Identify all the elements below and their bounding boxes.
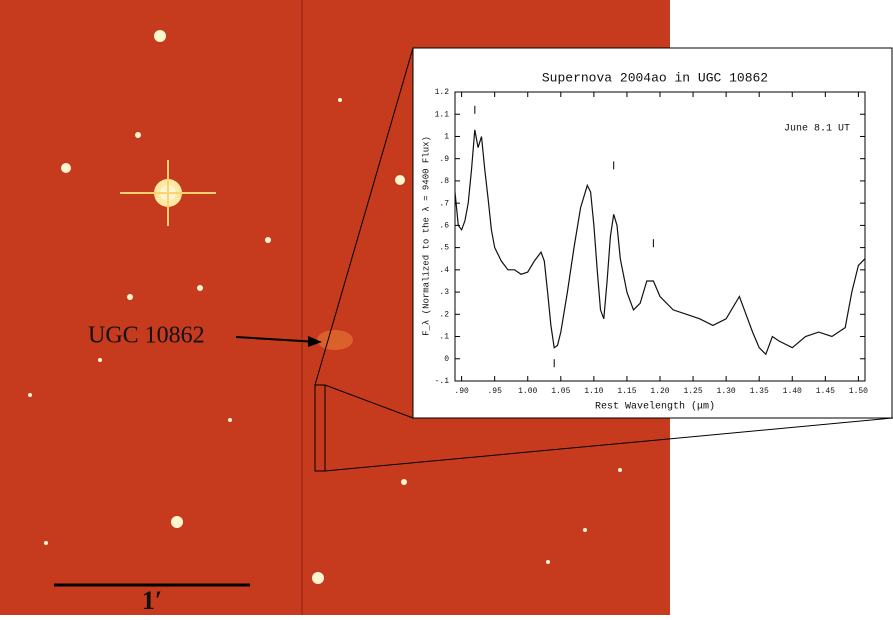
y-axis-label: F_λ (Normalized to the λ = 9400 Flux) <box>421 136 431 336</box>
x-tick-label: 1.25 <box>683 387 702 396</box>
chart-title: Supernova 2004ao in UGC 10862 <box>542 70 768 85</box>
x-tick-label: 1.30 <box>717 387 736 396</box>
x-tick-label: 1.20 <box>650 387 669 396</box>
y-tick-label: 1.2 <box>435 88 450 97</box>
y-tick-label: .1 <box>439 333 449 342</box>
y-tick-label: .7 <box>439 199 449 208</box>
annotation: June 8.1 UT <box>784 124 850 135</box>
x-tick-label: 1.15 <box>617 387 636 396</box>
y-tick-label: -.1 <box>435 377 450 386</box>
y-tick-label: 1 <box>444 133 449 142</box>
x-tick-label: 1.00 <box>518 387 537 396</box>
y-tick-label: .6 <box>439 221 449 230</box>
x-tick-label: 1.35 <box>750 387 769 396</box>
scale-label: 1′ <box>142 586 162 615</box>
y-tick-label: 0 <box>444 355 449 364</box>
y-tick-label: 1.1 <box>435 110 450 119</box>
x-axis-label: Rest Wavelength (μm) <box>595 401 715 413</box>
x-tick-label: 1.45 <box>816 387 835 396</box>
x-tick-label: 1.40 <box>783 387 802 396</box>
x-tick-label: 1.50 <box>849 387 868 396</box>
inset-panel <box>413 48 892 418</box>
y-tick-label: .8 <box>439 177 449 186</box>
figure: UGC 10862 1′ Supernova 2004ao in UGC 108… <box>0 0 893 615</box>
x-tick-label: 1.05 <box>551 387 570 396</box>
y-tick-label: .5 <box>439 244 449 253</box>
y-tick-label: .2 <box>439 310 449 319</box>
galaxy <box>317 330 353 350</box>
y-tick-label: .9 <box>439 155 449 164</box>
y-tick-label: .4 <box>439 266 449 275</box>
y-tick-label: .3 <box>439 288 449 297</box>
x-tick-label: .90 <box>454 387 469 396</box>
x-tick-label: 1.10 <box>584 387 603 396</box>
x-tick-label: .95 <box>487 387 502 396</box>
galaxy-label: UGC 10862 <box>88 323 205 349</box>
